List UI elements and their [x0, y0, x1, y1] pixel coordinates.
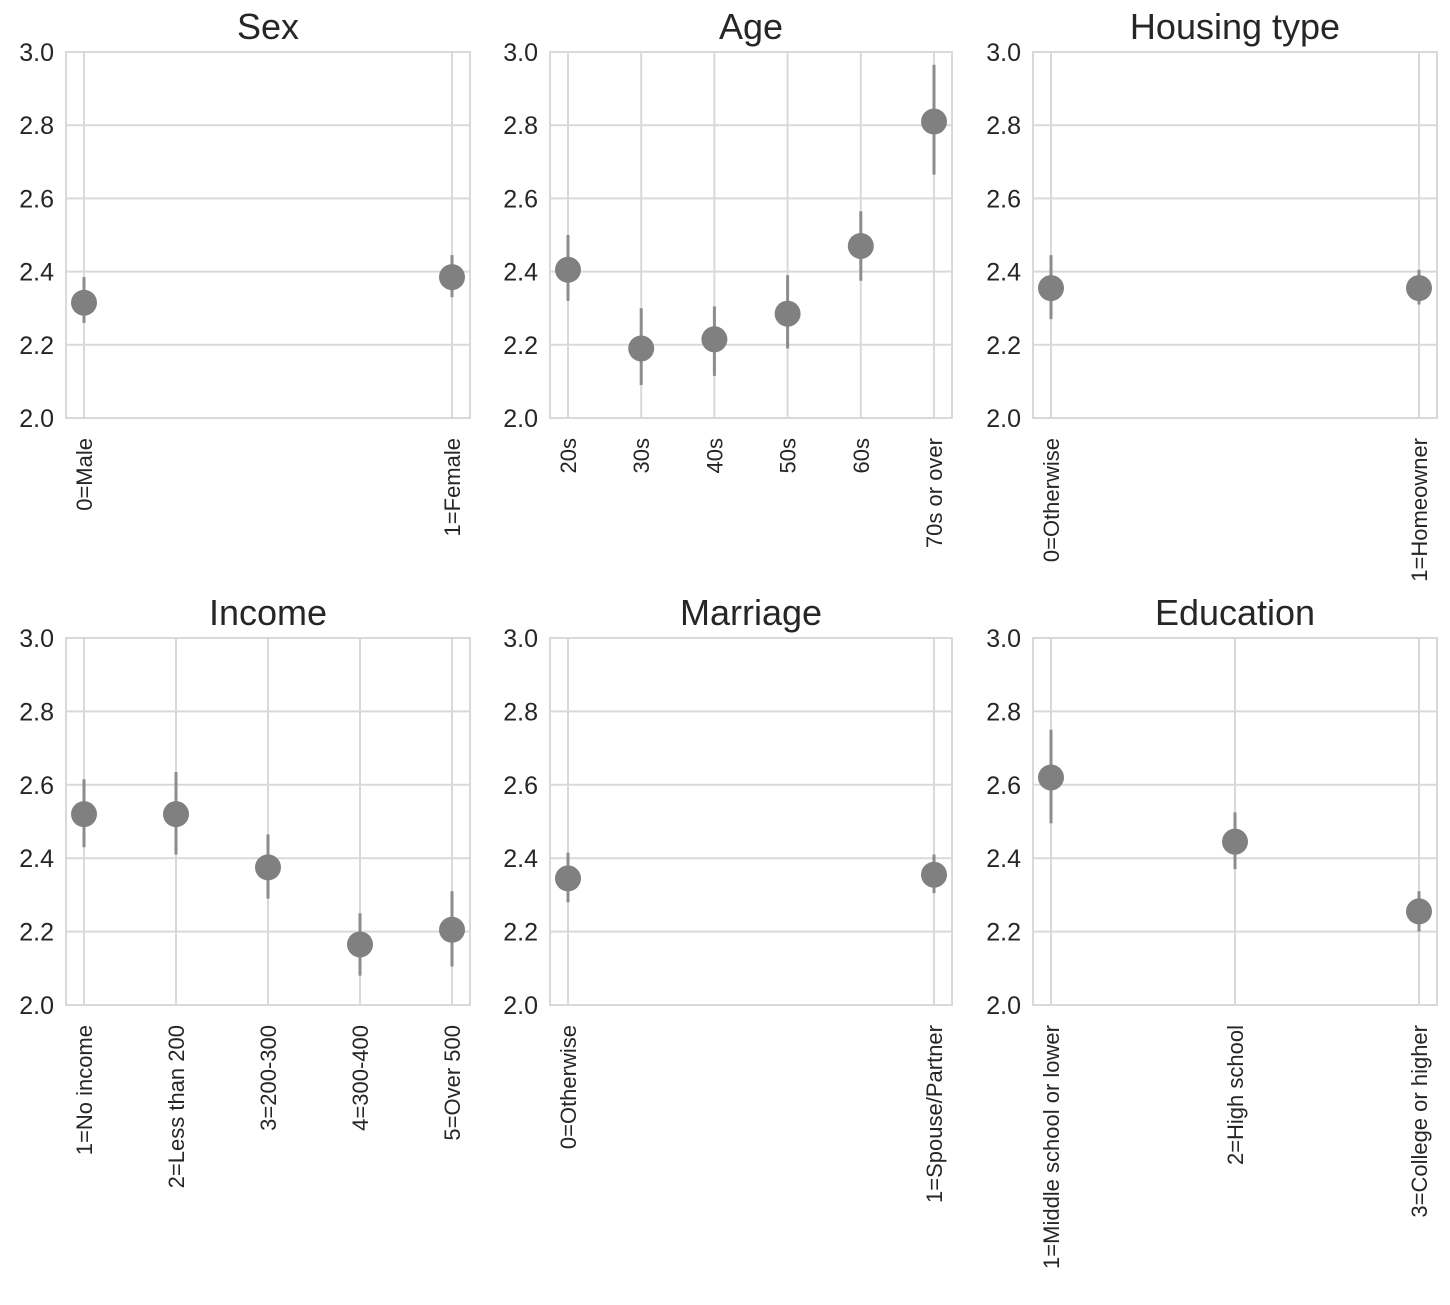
x-tick-label: 60s	[849, 438, 874, 473]
x-tick-label: 1=No income	[72, 1025, 97, 1155]
axes-frame	[1032, 637, 1438, 1006]
y-tick-label: 2.6	[986, 772, 1021, 800]
data-point	[774, 300, 801, 327]
data-point	[71, 289, 97, 316]
y-tick-label: 2.4	[19, 845, 54, 873]
data-point	[555, 865, 581, 892]
panel-title: Housing type	[1130, 6, 1340, 47]
data-point	[347, 931, 373, 958]
axes-frame	[1032, 51, 1438, 419]
y-tick-label: 2.4	[503, 259, 538, 287]
data-point	[921, 108, 947, 135]
x-tick-label: 2=High school	[1223, 1025, 1248, 1165]
x-tick-label: 2=Less than 200	[164, 1025, 189, 1188]
x-tick-label: 1=Middle school or lower	[1039, 1025, 1064, 1269]
x-tick-label: 5=Over 500	[440, 1025, 465, 1141]
y-tick-label: 2.0	[503, 405, 538, 433]
y-tick-label: 2.6	[503, 185, 538, 213]
x-tick-label: 0=Male	[72, 438, 97, 511]
y-tick-label: 2.4	[19, 259, 54, 287]
y-tick-label: 2.6	[503, 772, 538, 800]
y-tick-label: 2.8	[503, 698, 538, 726]
y-tick-label: 2.4	[986, 845, 1021, 873]
y-tick-label: 2.8	[19, 698, 54, 726]
y-tick-label: 3.0	[503, 39, 538, 67]
axes-frame	[65, 637, 471, 1006]
data-point	[921, 861, 947, 888]
x-tick-label: 0=Otherwise	[556, 1025, 581, 1149]
y-tick-label: 2.0	[19, 405, 54, 433]
data-point	[1222, 828, 1248, 855]
y-tick-label: 2.6	[986, 185, 1021, 213]
y-tick-label: 2.0	[986, 992, 1021, 1020]
data-point	[439, 264, 465, 291]
panel-title: Education	[1155, 592, 1315, 633]
x-tick-label: 20s	[556, 438, 581, 473]
y-tick-label: 2.4	[986, 259, 1021, 287]
data-point	[555, 256, 581, 283]
data-point	[439, 916, 465, 943]
y-tick-label: 2.2	[503, 332, 538, 360]
y-tick-label: 3.0	[986, 625, 1021, 653]
y-tick-label: 2.4	[503, 845, 538, 873]
panel-title: Income	[209, 592, 327, 633]
axes-frame	[549, 637, 953, 1006]
x-tick-label: 3=200-300	[256, 1025, 281, 1131]
axes-frame	[549, 51, 953, 419]
y-tick-label: 2.2	[19, 332, 54, 360]
x-tick-label: 40s	[702, 438, 727, 473]
y-tick-label: 2.8	[986, 698, 1021, 726]
y-tick-label: 2.0	[986, 405, 1021, 433]
data-point	[163, 801, 189, 828]
y-tick-label: 2.2	[986, 332, 1021, 360]
data-point	[1406, 898, 1432, 925]
panel-2: 2.0 2.2 2.4 2.6 2.8 3.0 Age 20s 30s 40s 50s 60s 70s …	[503, 6, 953, 548]
data-point	[71, 801, 97, 828]
y-tick-label: 3.0	[986, 39, 1021, 67]
panel-title: Sex	[237, 6, 299, 47]
x-tick-label: 0=Otherwise	[1039, 438, 1064, 562]
y-tick-label: 2.8	[986, 112, 1021, 140]
x-tick-label: 1=Female	[440, 438, 465, 536]
data-point	[1406, 275, 1432, 302]
data-point	[701, 326, 728, 353]
x-tick-label: 30s	[629, 438, 654, 473]
y-tick-label: 2.2	[986, 919, 1021, 947]
data-point	[255, 854, 281, 881]
panel-4: 2.0 2.2 2.4 2.6 2.8 3.0 Income 1=No income 2=Les…	[19, 592, 471, 1188]
data-point	[847, 232, 874, 259]
y-tick-label: 2.0	[19, 992, 54, 1020]
y-tick-label: 2.2	[503, 919, 538, 947]
y-tick-label: 3.0	[503, 625, 538, 653]
x-tick-label: 4=300-400	[348, 1025, 373, 1131]
y-tick-label: 3.0	[19, 625, 54, 653]
data-point	[1038, 764, 1064, 791]
panel-1: 2.0 2.2 2.4 2.6 2.8 3.0 Sex 0=Male 1=Female	[19, 6, 471, 536]
data-point	[628, 335, 655, 362]
y-tick-label: 2.6	[19, 185, 54, 213]
y-tick-label: 2.8	[503, 112, 538, 140]
panel-3: 2.0 2.2 2.4 2.6 2.8 3.0 Housing type 0=Otherwis…	[986, 6, 1438, 582]
x-tick-label: 50s	[776, 438, 801, 473]
y-tick-label: 2.2	[19, 919, 54, 947]
data-point	[1038, 275, 1064, 302]
y-tick-label: 2.8	[19, 112, 54, 140]
x-tick-label: 1=Spouse/Partner	[922, 1025, 947, 1203]
x-tick-label: 70s or over	[922, 438, 947, 548]
y-tick-label: 2.6	[19, 772, 54, 800]
x-tick-label: 3=College or higher	[1407, 1025, 1432, 1218]
panel-title: Age	[719, 6, 783, 47]
panel-6: 2.0 2.2 2.4 2.6 2.8 3.0 Education 1=Middle scho…	[986, 592, 1438, 1269]
y-tick-label: 3.0	[19, 39, 54, 67]
y-tick-label: 2.0	[503, 992, 538, 1020]
panel-title: Marriage	[680, 592, 822, 633]
axes-frame	[65, 51, 471, 419]
panel-5: 2.0 2.2 2.4 2.6 2.8 3.0 Marriage 0=Otherwise 1=S…	[503, 592, 953, 1203]
x-tick-label: 1=Homeowner	[1407, 438, 1432, 582]
